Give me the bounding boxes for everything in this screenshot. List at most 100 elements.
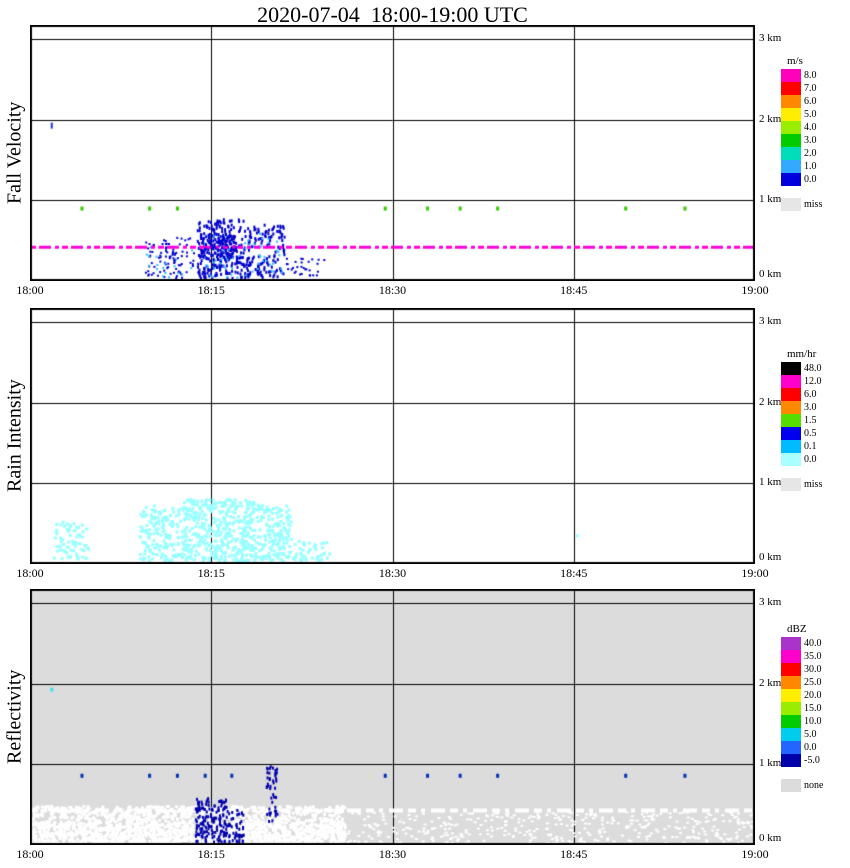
legend-label: 5.0	[804, 109, 817, 120]
time-tick-label: 18:30	[378, 283, 407, 297]
rain-intensity-legend: mm/hr 48.0 12.0 6.0 3.0 1.5 0.5 0.1 0.0 miss	[781, 348, 849, 491]
legend-swatch	[781, 779, 801, 792]
time-tick-label: 18:00	[16, 283, 44, 297]
page-title: 2020-07-04 18:00-19:00 UTC	[257, 2, 528, 27]
legend-entry: 1.0	[781, 160, 849, 173]
legend-entry: 0.0	[781, 453, 849, 466]
legend-swatch	[781, 478, 801, 491]
legend-label: 1.5	[804, 415, 817, 426]
legend-label: 2.0	[804, 148, 817, 159]
legend-label: 0.0	[804, 174, 817, 185]
legend-entry: miss	[781, 198, 849, 211]
legend-entry: -5.0	[781, 754, 849, 767]
legend-entry: 12.0	[781, 375, 849, 388]
height-tick-label: 2 km	[759, 676, 782, 689]
legend-label: -5.0	[804, 755, 820, 766]
height-tick-label: 3 km	[759, 315, 782, 328]
legend-swatch	[781, 95, 801, 108]
legend-swatch	[781, 440, 801, 453]
time-tick-label: 18:45	[560, 566, 588, 580]
legend-swatch	[781, 414, 801, 427]
reflectivity-legend: dBZ 40.0 35.0 30.0 25.0 20.0 15.0 10.0 5.0 0.0 -5…	[781, 623, 849, 792]
rain-intensity-height-ticks: 3 km 2 km 1 km 0 km	[759, 308, 807, 564]
time-tick-label: 19:00	[741, 283, 769, 297]
rain-intensity-plot	[30, 308, 755, 564]
time-tick-label: 18:45	[560, 847, 588, 861]
fall-velocity-time-ticks: 18:00 18:15 18:30 18:45 19:00	[16, 283, 768, 301]
height-tick-label: 0 km	[759, 551, 782, 563]
legend-swatch	[781, 754, 801, 767]
legend-label: 0.0	[804, 454, 817, 465]
legend-swatch	[781, 82, 801, 95]
legend-swatch	[781, 388, 801, 401]
height-tick-label: 2 km	[759, 395, 782, 408]
legend-label: 15.0	[804, 703, 822, 714]
rain-intensity-panel: Rain Intensity 3 km 2 km 1 km 0 km 18:00 18:…	[0, 308, 850, 590]
height-tick-label: 3 km	[759, 32, 782, 45]
legend-label: 12.0	[804, 376, 822, 387]
legend-label: 5.0	[804, 729, 817, 740]
legend-entry: 6.0	[781, 95, 849, 108]
height-tick-label: 1 km	[759, 757, 782, 770]
legend-swatch	[781, 173, 801, 186]
legend-label: 0.0	[804, 742, 817, 753]
legend-swatch	[781, 147, 801, 160]
legend-entry: 25.0	[781, 676, 849, 689]
legend-swatch	[781, 702, 801, 715]
legend-missing-entry: miss	[781, 478, 849, 491]
fall-velocity-height-ticks: 3 km 2 km 1 km 0 km	[759, 25, 807, 281]
legend-entry: 40.0	[781, 637, 849, 650]
legend-label: 6.0	[804, 389, 817, 400]
legend-label: 10.0	[804, 716, 822, 727]
legend-entry: 4.0	[781, 121, 849, 134]
reflectivity-plot	[30, 589, 755, 845]
legend-swatch	[781, 728, 801, 741]
time-tick-label: 18:15	[197, 847, 225, 861]
time-tick-label: 19:00	[741, 847, 769, 861]
legend-entry: 6.0	[781, 388, 849, 401]
legend-entry: 5.0	[781, 108, 849, 121]
legend-swatch	[781, 401, 801, 414]
legend-entry: 0.1	[781, 440, 849, 453]
legend-label: miss	[804, 479, 823, 490]
legend-label: miss	[804, 199, 823, 210]
legend-label: 0.1	[804, 441, 817, 452]
legend-label: none	[804, 780, 824, 791]
legend-entry: none	[781, 779, 849, 792]
legend-label: 25.0	[804, 677, 822, 688]
legend-entry: 1.5	[781, 414, 849, 427]
legend-title: m/s	[787, 55, 803, 67]
time-tick-label: 19:00	[741, 566, 769, 580]
fall-velocity-axis-label: Fall Velocity	[3, 101, 26, 205]
legend-swatch	[781, 69, 801, 82]
legend-label: 7.0	[804, 83, 817, 94]
legend-swatch	[781, 676, 801, 689]
legend-entry: 0.5	[781, 427, 849, 440]
legend-swatch	[781, 650, 801, 663]
legend-colorbar: 48.0 12.0 6.0 3.0 1.5 0.5 0.1 0.0	[781, 362, 849, 466]
height-tick-label: 3 km	[759, 596, 782, 609]
time-tick-label: 18:15	[197, 283, 225, 297]
legend-swatch	[781, 715, 801, 728]
fall-velocity-legend: m/s 8.0 7.0 6.0 5.0 4.0 3.0 2.0 1.0 0.0 miss	[781, 55, 849, 211]
legend-entry: 5.0	[781, 728, 849, 741]
legend-swatch	[781, 637, 801, 650]
reflectivity-panel: Reflectivity 3 km 2 km 1 km 0 km 18:00 18:15…	[0, 589, 850, 868]
fall-velocity-panel: Fall Velocity 3 km 2 km 1 km 0 km 18:00 18:1…	[0, 25, 850, 307]
rain-intensity-axis-label: Rain Intensity	[3, 379, 26, 493]
legend-label: 3.0	[804, 402, 817, 413]
legend-swatch	[781, 427, 801, 440]
legend-entry: 30.0	[781, 663, 849, 676]
legend-entry: 3.0	[781, 134, 849, 147]
fall-velocity-plot	[30, 25, 755, 281]
legend-entry: 7.0	[781, 82, 849, 95]
time-tick-label: 18:30	[378, 566, 407, 580]
height-tick-label: 1 km	[759, 476, 782, 489]
legend-swatch	[781, 689, 801, 702]
legend-colorbar: 8.0 7.0 6.0 5.0 4.0 3.0 2.0 1.0 0.0	[781, 69, 849, 186]
height-tick-label: 1 km	[759, 193, 782, 206]
time-tick-label: 18:15	[197, 566, 225, 580]
legend-entry: 3.0	[781, 401, 849, 414]
legend-label: 3.0	[804, 135, 817, 146]
